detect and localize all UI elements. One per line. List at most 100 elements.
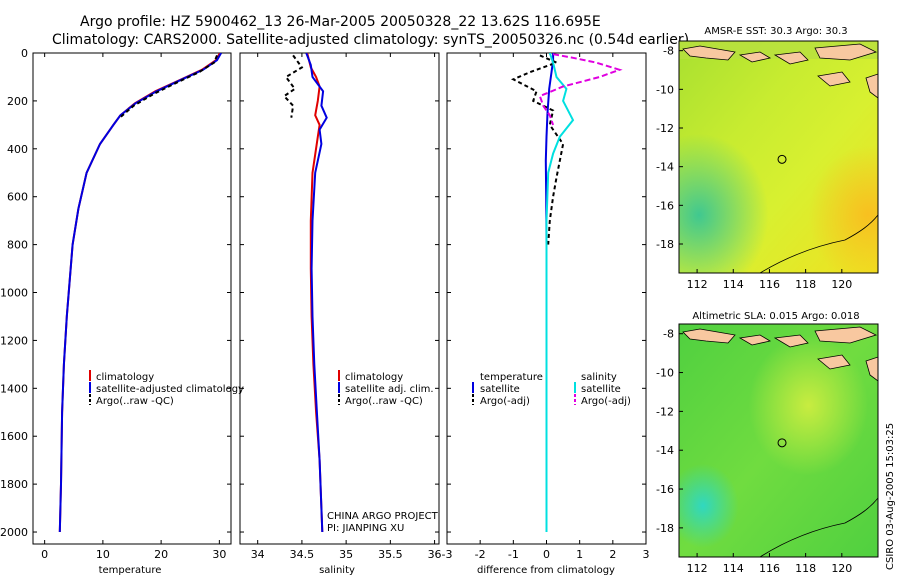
y-tick-label: 1600 [0, 430, 28, 443]
series-line-argo-raw-qc- [119, 55, 218, 119]
island-bali-lombok [738, 51, 772, 63]
x-tick-label: 1 [576, 548, 583, 561]
island-java [682, 328, 736, 344]
sla-depth-contour [759, 497, 879, 558]
map-y-tick-label: -12 [656, 405, 674, 418]
x-tick-label: 20 [154, 548, 168, 561]
sst-map-frame [678, 40, 879, 274]
temperature-legend: climatology satellite-adjusted climatolo… [89, 370, 244, 407]
legend-label-temp-argo: Argo(-adj) [480, 396, 530, 407]
legend-label-sal-satellite: satellite [581, 384, 621, 395]
x-tick-label: 0 [543, 548, 550, 561]
map-x-tick-label: 118 [795, 562, 816, 575]
y-tick-label: 200 [7, 95, 28, 108]
map-x-tick-label: 116 [759, 278, 780, 291]
sst-islands [682, 43, 879, 99]
y-tick-label: 1000 [0, 287, 28, 300]
legend-label-argo: Argo(..raw -QC) [96, 396, 174, 407]
island-sumba [817, 71, 851, 87]
series-line-salinity-argo-adj- [538, 53, 623, 126]
x-tick-label: 34 [251, 548, 265, 561]
map-y-tick-label: -8 [663, 45, 674, 58]
island-flores [814, 326, 878, 344]
legend-title-temperature: temperature [480, 372, 543, 383]
y-tick-label: 1800 [0, 478, 28, 491]
x-tick-label: -2 [475, 548, 486, 561]
map-y-tick-label: -16 [656, 483, 674, 496]
title-line-2: Climatology: CARS2000. Satellite-adjuste… [52, 32, 689, 48]
legend-label-argo: Argo(..raw -QC) [345, 396, 423, 407]
pi-annotation: PI: JIANPING XU [327, 523, 404, 534]
map-x-tick-label: 114 [723, 562, 744, 575]
salinity-axes-frame [239, 52, 440, 545]
map-x-tick-label: 114 [723, 278, 744, 291]
sst-argo-location-marker [777, 154, 787, 164]
map-y-tick-label: -16 [656, 199, 674, 212]
map-y-tick-label: -18 [656, 522, 674, 535]
y-tick-label: 1200 [0, 334, 28, 347]
difference-legend-salinity: salinity satellite Argo(-adj) [574, 372, 631, 407]
map-x-tick-label: 112 [687, 562, 708, 575]
map-y-tick-label: -14 [656, 444, 674, 457]
sla-map-title: Altimetric SLA: 0.015 Argo: 0.018 [692, 311, 859, 322]
sst-map-panel: AMSR-E SST: 30.3 Argo: 30.3 112 114 116 118… [656, 26, 879, 291]
island-sumbawa [773, 51, 809, 65]
series-line-climatology [58, 53, 221, 533]
sst-depth-contour [759, 214, 879, 274]
map-x-tick-label: 118 [795, 278, 816, 291]
x-tick-label: 2 [609, 548, 616, 561]
map-x-tick-label: 112 [687, 278, 708, 291]
salinity-panel: 34 34.5 35 35.5 36 salinity climatology sate… [239, 52, 442, 576]
x-tick-label: 35 [339, 548, 353, 561]
temperature-axes-frame [32, 52, 232, 545]
map-x-tick-label: 120 [831, 562, 852, 575]
x-tick-label: 35.5 [378, 548, 403, 561]
map-y-tick-label: -14 [656, 161, 674, 174]
map-y-tick-label: -10 [656, 83, 674, 96]
map-y-tick-label: -10 [656, 367, 674, 380]
map-y-tick-label: -8 [663, 328, 674, 341]
title-line-1: Argo profile: HZ 5900462_13 26-Mar-2005 … [80, 14, 601, 30]
y-tick-label: 800 [7, 239, 28, 252]
island-sumba [817, 354, 851, 370]
legend-label-temp-satellite: satellite [480, 384, 520, 395]
legend-label-satellite: satellite adj. clim. [345, 384, 434, 395]
map-x-tick-label: 120 [831, 278, 852, 291]
salinity-xlabel: salinity [319, 565, 355, 576]
legend-label-climatology: climatology [345, 372, 403, 383]
y-tick-label: 1400 [0, 382, 28, 395]
legend-label-climatology: climatology [96, 372, 154, 383]
sla-map-frame [678, 323, 879, 558]
map-y-tick-label: -18 [656, 238, 674, 251]
csiro-stamp: CSIRO 03-Aug-2005 15:03:25 [885, 423, 896, 570]
x-tick-label: 10 [96, 548, 110, 561]
series-line-satellite-adj-clim- [305, 53, 328, 533]
salinity-legend: climatology satellite adj. clim. Argo(..… [338, 370, 434, 407]
difference-legend-temperature: temperature satellite Argo(-adj) [472, 372, 543, 407]
series-line-salinity-satellite [545, 53, 575, 532]
y-tick-label: 2000 [0, 526, 28, 539]
legend-label-satellite: satellite-adjusted climatology [96, 384, 244, 395]
x-tick-label: -1 [508, 548, 519, 561]
x-tick-label: 0 [41, 548, 48, 561]
legend-label-sal-argo: Argo(-adj) [581, 396, 631, 407]
series-line-satellite-adjusted-climatology [58, 53, 222, 533]
x-tick-label: 3 [643, 548, 650, 561]
island-flores [814, 43, 878, 61]
sst-map-title: AMSR-E SST: 30.3 Argo: 30.3 [704, 26, 847, 37]
x-tick-label: 30 [212, 548, 226, 561]
x-tick-label: 34.5 [290, 548, 315, 561]
map-x-tick-label: 116 [759, 562, 780, 575]
series-line-temperature-argo-adj- [510, 54, 565, 245]
temperature-panel: 0 10 20 30 0 200 400 600 800 1000 1200 1400 1600 1800… [0, 47, 244, 576]
island-java [682, 45, 736, 61]
x-tick-label: 36 [428, 548, 442, 561]
island-sumbawa [773, 334, 809, 348]
map-y-tick-label: -12 [656, 122, 674, 135]
y-tick-label: 0 [21, 47, 28, 60]
difference-panel: -3 -2 -1 0 1 2 3 difference from climatology t… [442, 52, 650, 576]
sla-islands [682, 326, 879, 382]
island-bali-lombok [738, 334, 772, 346]
temperature-xlabel: temperature [99, 565, 162, 576]
